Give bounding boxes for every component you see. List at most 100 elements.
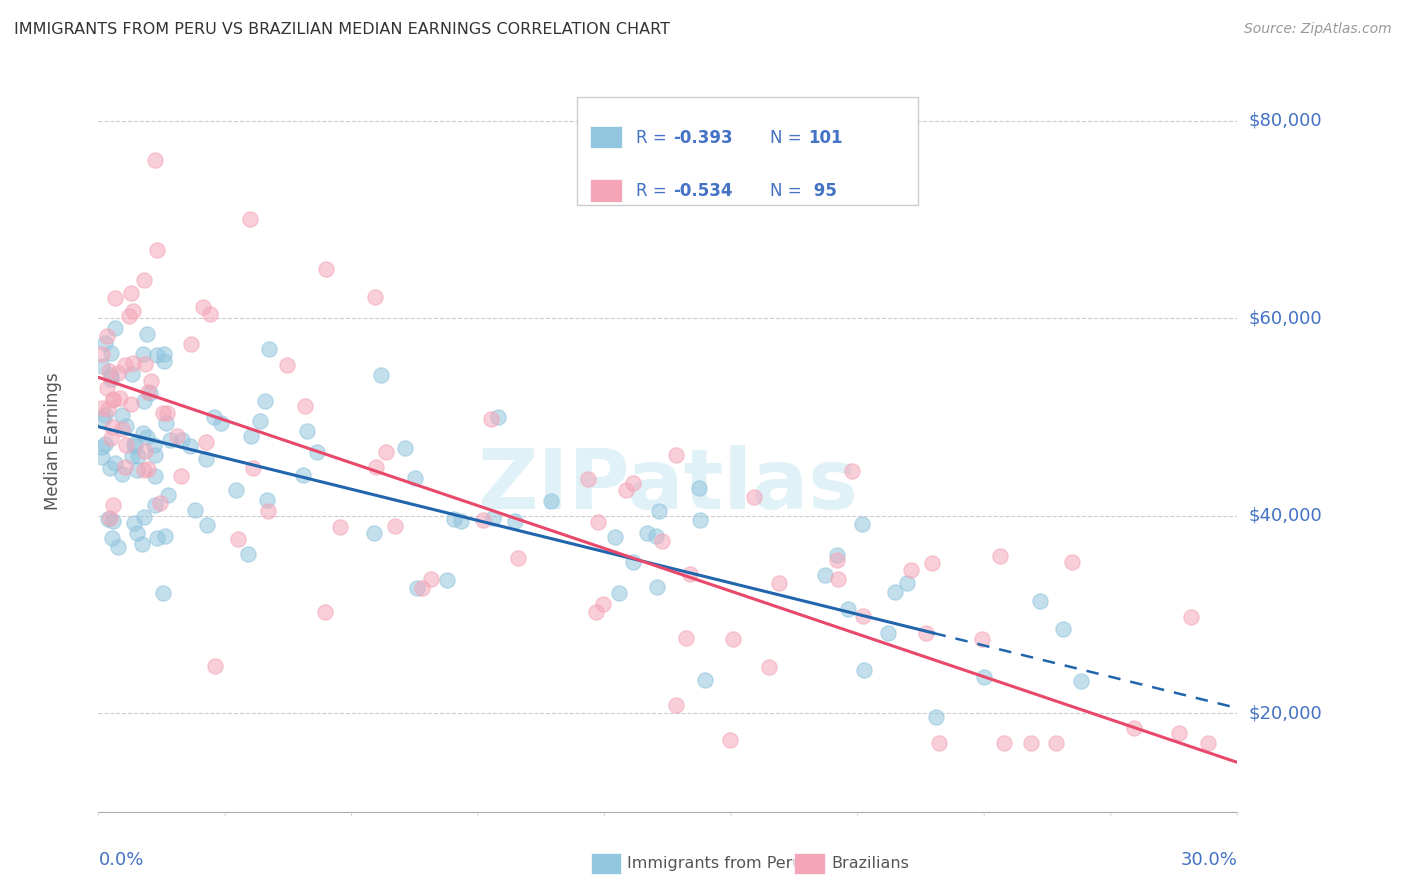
Text: $40,000: $40,000 <box>1249 507 1323 524</box>
Text: N =: N = <box>770 182 807 201</box>
Point <box>506 550 529 565</box>
Point <box>364 290 387 304</box>
Point <box>505 514 527 528</box>
Point <box>853 663 876 677</box>
Point <box>143 448 166 462</box>
Point <box>114 459 136 474</box>
Text: 95: 95 <box>808 182 837 201</box>
Point <box>588 515 610 529</box>
Point <box>91 347 114 361</box>
Point <box>101 514 124 528</box>
Point <box>146 348 169 362</box>
Text: Median Earnings: Median Earnings <box>44 373 62 510</box>
Point <box>900 563 922 577</box>
Point <box>97 512 120 526</box>
Point <box>194 434 217 449</box>
Point <box>132 425 155 440</box>
Point <box>1180 609 1202 624</box>
Point <box>100 531 122 545</box>
Point <box>209 417 232 431</box>
Point <box>91 441 114 455</box>
Point <box>914 625 936 640</box>
Point <box>149 496 172 510</box>
Text: 101: 101 <box>808 129 842 147</box>
Text: 30.0%: 30.0% <box>1181 851 1237 869</box>
Point <box>197 518 219 533</box>
Point <box>837 602 859 616</box>
Point <box>146 532 169 546</box>
Point <box>236 547 259 561</box>
Point <box>110 391 132 405</box>
Point <box>479 412 502 426</box>
Point <box>91 401 114 416</box>
Point <box>118 309 141 323</box>
Point <box>585 605 607 619</box>
Point <box>242 461 264 475</box>
Point <box>689 513 711 527</box>
Point <box>225 483 247 498</box>
Point <box>472 512 495 526</box>
Point <box>592 597 614 611</box>
Point <box>419 572 441 586</box>
Text: $80,000: $80,000 <box>1249 112 1322 129</box>
Point <box>103 392 125 406</box>
Point <box>127 526 149 541</box>
Point <box>101 392 124 407</box>
Point <box>693 673 716 688</box>
Text: 0.0%: 0.0% <box>98 851 143 869</box>
Point <box>98 460 121 475</box>
Text: IMMIGRANTS FROM PERU VS BRAZILIAN MEDIAN EARNINGS CORRELATION CHART: IMMIGRANTS FROM PERU VS BRAZILIAN MEDIAN… <box>14 22 671 37</box>
Point <box>621 555 644 569</box>
Point <box>100 372 122 386</box>
Text: $20,000: $20,000 <box>1249 704 1323 722</box>
Point <box>1052 622 1074 636</box>
Point <box>94 408 117 422</box>
Point <box>103 499 125 513</box>
Point <box>384 518 406 533</box>
Point <box>394 441 416 455</box>
Point <box>170 469 193 483</box>
Point <box>688 481 710 495</box>
Bar <box>591 179 623 202</box>
Point <box>1029 594 1052 608</box>
Point <box>107 366 129 380</box>
Point <box>120 285 142 300</box>
Point <box>314 606 336 620</box>
Point <box>436 573 458 587</box>
Point <box>973 670 995 684</box>
Point <box>153 346 176 360</box>
Point <box>97 402 120 417</box>
Point <box>718 733 741 747</box>
Point <box>114 419 136 434</box>
Point <box>156 406 179 420</box>
Point <box>134 273 156 287</box>
Point <box>145 153 167 168</box>
Point <box>97 363 120 377</box>
Point <box>1197 736 1219 750</box>
Point <box>159 434 181 448</box>
Point <box>814 567 837 582</box>
Point <box>605 530 627 544</box>
Point <box>139 386 162 401</box>
Point <box>723 632 745 646</box>
Point <box>329 520 352 534</box>
Point <box>404 470 426 484</box>
Point <box>295 424 318 438</box>
Point <box>115 438 138 452</box>
Point <box>145 498 167 512</box>
Point <box>121 449 143 463</box>
Point <box>405 581 427 595</box>
Point <box>121 367 143 381</box>
Point <box>742 490 765 504</box>
Point <box>111 422 134 436</box>
Point <box>607 586 630 600</box>
Point <box>259 342 281 356</box>
Point <box>825 548 848 562</box>
Point <box>127 463 149 477</box>
Point <box>276 358 298 372</box>
Point <box>122 516 145 530</box>
Point <box>1123 721 1146 735</box>
Point <box>100 368 122 383</box>
Point <box>1045 736 1067 750</box>
Point <box>100 431 122 445</box>
